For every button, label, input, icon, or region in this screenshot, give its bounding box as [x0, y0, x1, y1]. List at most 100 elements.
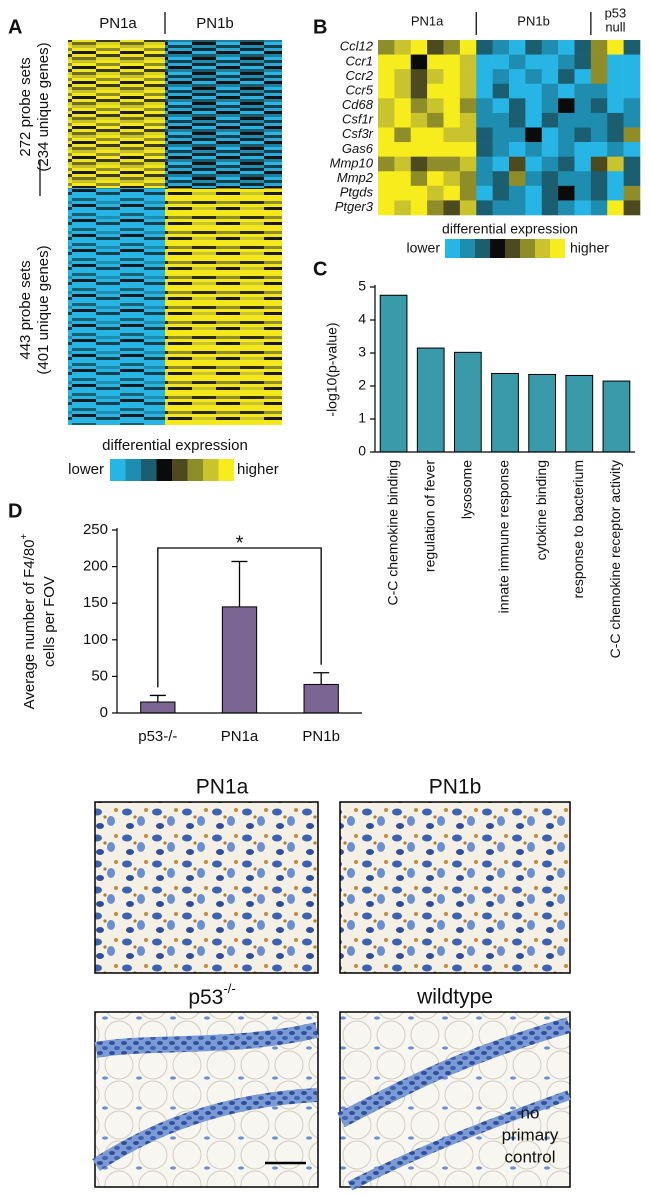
heatmap-cell	[492, 40, 510, 55]
row-label: Mmp10	[330, 155, 374, 170]
heatmap-cell	[378, 200, 395, 216]
scale-swatch	[156, 459, 172, 481]
scale-low: lower	[68, 461, 104, 478]
note-text: no	[521, 1103, 540, 1122]
heatmap-cell	[623, 98, 641, 114]
heatmap-cell	[443, 200, 461, 216]
heatmap-cell	[476, 98, 493, 114]
heatmap-cell	[509, 127, 526, 143]
heatmap-cell	[378, 171, 395, 187]
micrograph-label: p53-/-	[188, 981, 235, 1008]
bar	[528, 373, 557, 453]
duct-epithelium	[92, 1088, 318, 1171]
significance-bracket	[157, 547, 322, 688]
scale-swatch	[141, 459, 157, 481]
x-tick-label: p53-/-	[138, 728, 177, 745]
heatmap-block	[165, 40, 282, 188]
heatmap-cell	[427, 156, 444, 172]
bar	[140, 701, 176, 714]
heatmap-cell	[476, 200, 493, 216]
bar	[491, 372, 519, 453]
heatmap-cell	[607, 112, 624, 128]
heatmap-cell	[427, 127, 444, 143]
y-tick-label: 50	[91, 667, 108, 684]
heatmap-cell	[492, 142, 510, 157]
duct-epithelium	[347, 1090, 571, 1191]
heatmap-cell	[525, 98, 543, 114]
y-tick-label: 5	[358, 278, 366, 294]
heatmap-cell	[378, 127, 395, 143]
heatmap-cell	[525, 69, 543, 85]
scale-high: higher	[237, 461, 279, 478]
heatmap-cell	[394, 127, 412, 143]
heatmap-cell	[378, 69, 395, 85]
heatmap-cell	[443, 142, 461, 157]
heatmap-cell	[590, 127, 608, 143]
heatmap-cell	[443, 54, 461, 70]
heatmap-cell	[410, 83, 428, 99]
heatmap-cell	[558, 98, 575, 114]
scale-swatch	[203, 459, 219, 481]
heatmap-cell	[607, 142, 624, 157]
heatmap-cell	[443, 69, 461, 85]
bar	[303, 683, 339, 714]
heatmap-cell	[459, 112, 477, 128]
label-superscript: -/-	[223, 981, 235, 996]
bar	[379, 294, 408, 453]
heatmap-cell	[427, 83, 444, 99]
heatmap-cell	[525, 83, 543, 99]
heatmap-cell	[607, 200, 624, 216]
heatmap-cell	[459, 40, 477, 55]
heatmap-cell	[623, 69, 641, 85]
note-text: control	[504, 1147, 555, 1166]
panel-letter: A	[8, 16, 22, 38]
heatmap-cell	[541, 156, 559, 172]
row-label: Ptgds	[340, 185, 374, 200]
y-axis-label: Average number of F4/80+	[19, 534, 38, 710]
scale-swatch	[475, 239, 490, 258]
heatmap-cell	[623, 127, 641, 143]
scale-swatch	[535, 239, 550, 258]
heatmap-cell	[443, 40, 461, 55]
heatmap-cell	[509, 40, 526, 55]
heatmap-cell	[459, 200, 477, 216]
heatmap-cell	[541, 98, 559, 114]
scale-swatch	[125, 459, 141, 481]
heatmap-cell	[509, 200, 526, 216]
heatmap-cell	[623, 200, 641, 216]
heatmap-cell	[443, 156, 461, 172]
scale-swatch	[505, 239, 520, 258]
heatmap-cell	[623, 171, 641, 187]
x-tick-label: lysosome	[459, 460, 475, 519]
row-group-label: 272 probe sets	[17, 57, 34, 156]
group-label: null	[605, 19, 625, 34]
group-label: p53	[605, 5, 627, 20]
heatmap-cell	[525, 156, 543, 172]
panel-letter: C	[313, 258, 327, 280]
heatmap-cell	[607, 69, 624, 85]
x-tick-label: PN1b	[302, 728, 340, 745]
heatmap-cell	[476, 69, 493, 85]
heatmap-cell	[574, 171, 592, 187]
label-text: p53	[188, 986, 223, 1009]
heatmap-cell	[492, 200, 510, 216]
heatmap-cell	[378, 40, 395, 55]
heatmap-cell	[607, 98, 624, 114]
heatmap-cell	[394, 185, 412, 201]
heatmap-cell	[410, 112, 428, 128]
heatmap-cell	[558, 156, 575, 172]
heatmap-cell	[590, 185, 608, 201]
row-label: Ccr5	[346, 82, 374, 97]
heatmap-cell	[590, 40, 608, 55]
heatmap-cell	[607, 83, 624, 99]
duct-epithelium	[94, 1022, 319, 1058]
scale-swatch	[218, 459, 234, 481]
y-tick-label: 3	[358, 344, 366, 360]
heatmap-cell	[590, 69, 608, 85]
heatmap-cell	[525, 142, 543, 157]
heatmap-cell	[476, 54, 493, 70]
heatmap-cell	[574, 40, 592, 55]
heatmap-cell	[574, 98, 592, 114]
heatmap-cell	[443, 98, 461, 114]
